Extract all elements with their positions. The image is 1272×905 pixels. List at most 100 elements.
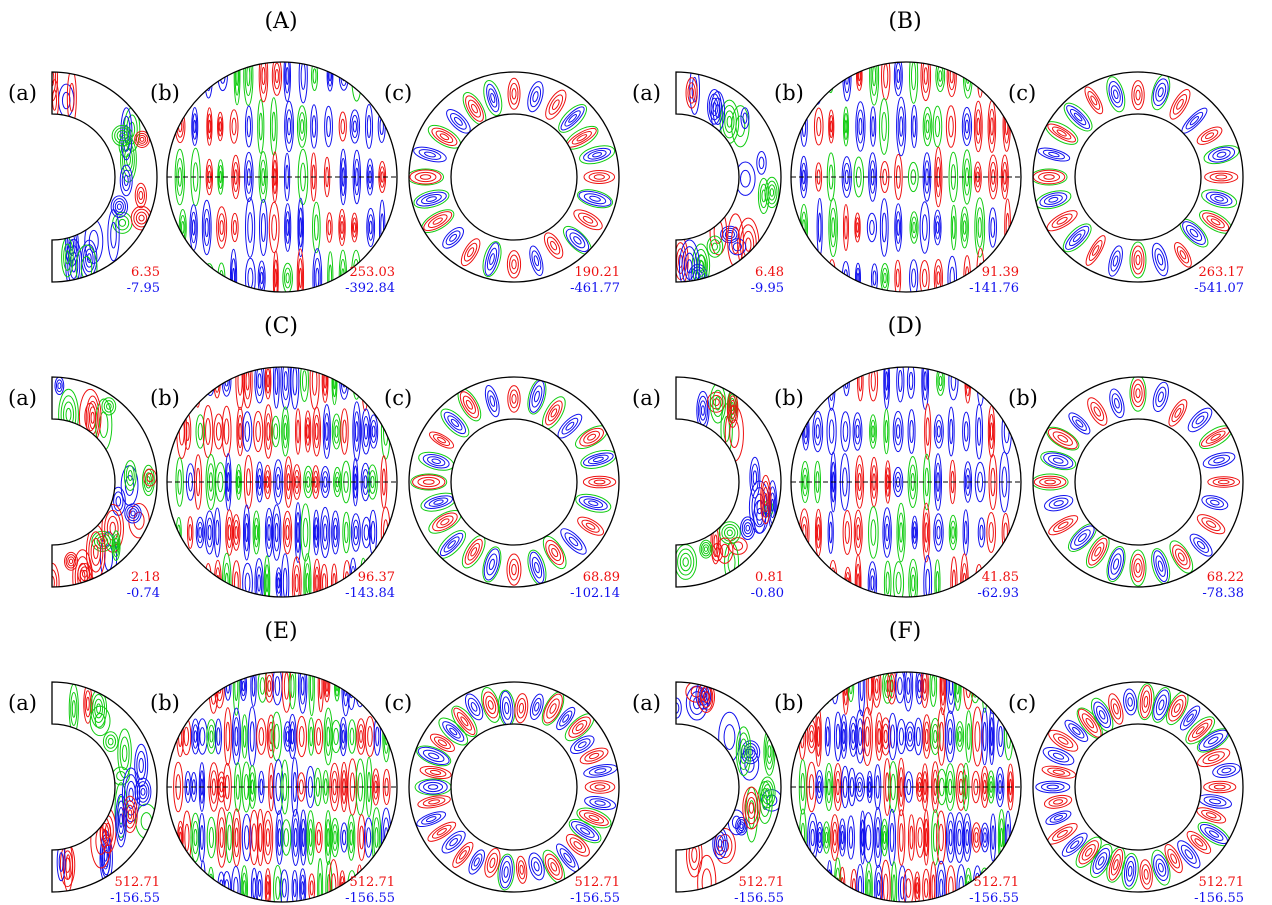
sub-label: (c) bbox=[384, 386, 412, 410]
ring-outer-outline bbox=[1032, 71, 1244, 283]
equatorial-contours bbox=[410, 378, 617, 586]
ring-inner-outline bbox=[450, 723, 578, 851]
equatorial-contours bbox=[409, 77, 616, 279]
ring-outer-outline bbox=[1032, 376, 1244, 588]
panel-title: (C) bbox=[264, 314, 298, 339]
max-value-label: 96.37 bbox=[358, 570, 395, 585]
max-value-label: 253.03 bbox=[350, 265, 396, 280]
sub-label: (a) bbox=[8, 691, 37, 715]
max-value-label: 91.39 bbox=[982, 265, 1019, 280]
panel-b: (B) (a) (b) (c) 6.48-9.95 91.39-141.76 263.17-… bbox=[632, 9, 1245, 296]
min-value-label: -143.84 bbox=[345, 586, 395, 601]
panel-f: (F)(a) (b) (c)512.71-156.55512.71-156.5551… bbox=[632, 619, 1244, 905]
max-value-label: 2.18 bbox=[131, 570, 160, 585]
equatorial-contours bbox=[1033, 377, 1241, 587]
min-value-label: -156.55 bbox=[345, 891, 395, 905]
min-value-label: -0.80 bbox=[751, 586, 784, 601]
meridional-contours bbox=[676, 72, 780, 282]
sphere-outline bbox=[166, 61, 398, 293]
meridional-outline bbox=[675, 681, 782, 893]
ring-inner-outline bbox=[1074, 113, 1202, 241]
meridional-outline bbox=[51, 681, 158, 893]
meridional-contours bbox=[676, 682, 781, 892]
min-value-label: -392.84 bbox=[345, 281, 395, 296]
equatorial-contours bbox=[414, 686, 618, 891]
max-value-label: 6.35 bbox=[131, 265, 160, 280]
sub-label: (b) bbox=[1008, 386, 1038, 410]
min-value-label: -7.95 bbox=[127, 281, 160, 296]
ring-inner-outline bbox=[450, 418, 578, 546]
panels-grid: (A) (a) (b) (c) 6.35-7.95 253.03-392.84 190.21… bbox=[8, 9, 1244, 905]
sub-label: (b) bbox=[150, 81, 180, 105]
sub-label: (a) bbox=[8, 386, 37, 410]
sphere-outline bbox=[166, 671, 398, 903]
ring-inner-outline bbox=[450, 113, 578, 241]
sub-label: (a) bbox=[632, 691, 661, 715]
ring-inner-outline bbox=[1074, 418, 1202, 546]
max-value-label: 0.81 bbox=[755, 570, 784, 585]
sub-label: (a) bbox=[632, 81, 661, 105]
sub-label: (b) bbox=[774, 81, 804, 105]
sub-label: (a) bbox=[632, 386, 661, 410]
sub-label: (c) bbox=[384, 691, 412, 715]
max-value-label: 190.21 bbox=[575, 265, 621, 280]
min-value-label: -9.95 bbox=[751, 281, 784, 296]
surface-contours bbox=[798, 672, 1015, 902]
panel-d: (D) (a) (b) (b) 0.81-0.80 41.85-62.93 68.22-78… bbox=[632, 314, 1244, 601]
max-value-label: 6.48 bbox=[755, 265, 784, 280]
sub-label: (c) bbox=[1008, 81, 1036, 105]
sphere-outline bbox=[166, 366, 398, 598]
min-value-label: -156.55 bbox=[734, 891, 784, 905]
min-value-label: -461.77 bbox=[570, 281, 620, 296]
max-value-label: 512.71 bbox=[739, 875, 785, 890]
ring-outer-outline bbox=[408, 681, 620, 893]
sub-label: (b) bbox=[774, 691, 804, 715]
meridional-contours bbox=[676, 383, 778, 584]
meridional-outline bbox=[51, 71, 158, 283]
max-value-label: 68.89 bbox=[583, 570, 620, 585]
equatorial-contours bbox=[1035, 683, 1241, 890]
min-value-label: -78.38 bbox=[1202, 586, 1244, 601]
ring-inner-outline bbox=[1074, 723, 1202, 851]
sub-label: (b) bbox=[150, 386, 180, 410]
min-value-label: -141.76 bbox=[969, 281, 1019, 296]
max-value-label: 41.85 bbox=[982, 570, 1019, 585]
ring-outer-outline bbox=[408, 376, 620, 588]
sphere-outline bbox=[790, 366, 1022, 598]
meridional-contours bbox=[56, 683, 157, 892]
surface-contours bbox=[173, 672, 392, 902]
panel-title: (B) bbox=[888, 9, 921, 34]
min-value-label: -156.55 bbox=[570, 891, 620, 905]
ring-outer-outline bbox=[408, 71, 620, 283]
panel-title: (F) bbox=[889, 619, 921, 644]
min-value-label: -156.55 bbox=[110, 891, 160, 905]
sub-label: (a) bbox=[8, 81, 37, 105]
meridional-outline bbox=[51, 376, 158, 588]
max-value-label: 512.71 bbox=[1199, 875, 1245, 890]
min-value-label: -541.07 bbox=[1194, 281, 1244, 296]
sub-label: (b) bbox=[774, 386, 804, 410]
min-value-label: -102.14 bbox=[570, 586, 620, 601]
sphere-outline bbox=[790, 61, 1022, 293]
panel-title: (E) bbox=[264, 619, 297, 644]
min-value-label: -62.93 bbox=[977, 586, 1019, 601]
panel-title: (D) bbox=[888, 314, 923, 339]
max-value-label: 263.17 bbox=[1199, 265, 1245, 280]
min-value-label: -156.55 bbox=[1194, 891, 1244, 905]
panel-title: (A) bbox=[264, 9, 297, 34]
panel-a: (A) (a) (b) (c) 6.35-7.95 253.03-392.84 190.21… bbox=[8, 9, 621, 296]
equatorial-contours bbox=[1033, 74, 1240, 279]
max-value-label: 512.71 bbox=[115, 875, 161, 890]
max-value-label: 512.71 bbox=[974, 875, 1020, 890]
sub-label: (c) bbox=[384, 81, 412, 105]
sub-label: (b) bbox=[150, 691, 180, 715]
min-value-label: -156.55 bbox=[969, 891, 1019, 905]
meridional-outline bbox=[675, 376, 782, 588]
panel-e: (E)(a) (b) (c)512.71-156.55512.71-156.5551… bbox=[8, 619, 620, 905]
max-value-label: 512.71 bbox=[575, 875, 621, 890]
meridional-contours bbox=[52, 72, 153, 282]
sphere-outline bbox=[790, 671, 1022, 903]
max-value-label: 68.22 bbox=[1207, 570, 1244, 585]
max-value-label: 512.71 bbox=[350, 875, 396, 890]
